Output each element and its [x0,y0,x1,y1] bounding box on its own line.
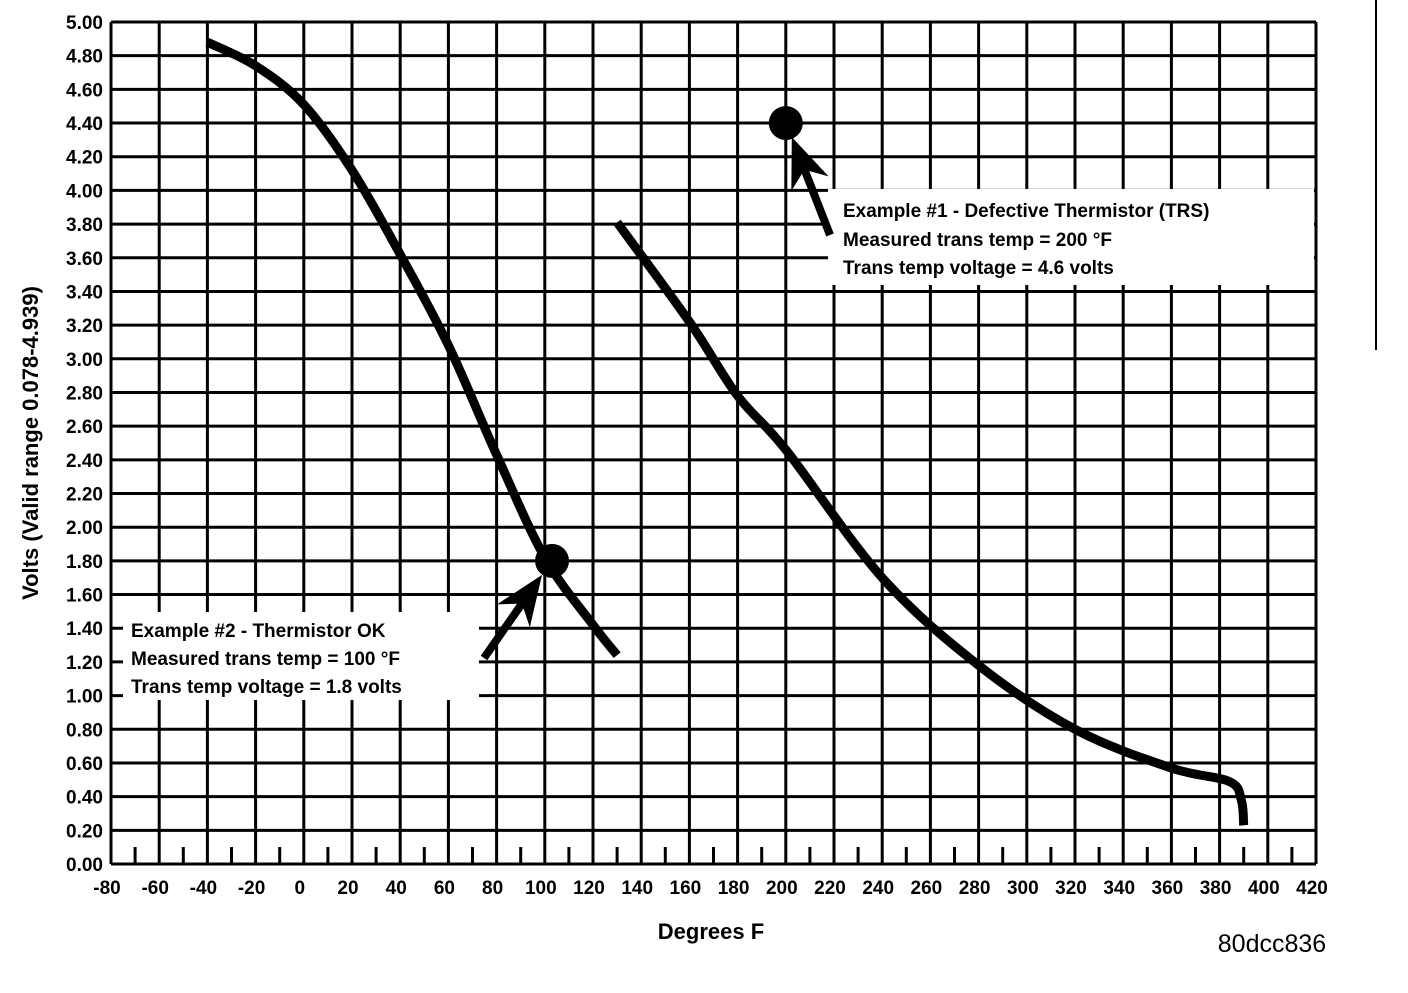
x-tick-label: 400 [1248,878,1280,899]
x-tick-label: 20 [337,878,358,899]
x-tick-label: 120 [573,878,605,899]
y-tick-label: 1.60 [66,586,103,607]
y-tick-label: 2.20 [66,485,103,506]
y-tick-label: 4.60 [66,80,103,101]
y-tick-label: 0.80 [66,720,103,741]
annotation-2-box [123,612,479,700]
x-tick-label: 240 [862,878,894,899]
x-tick-label: 200 [766,878,798,899]
y-tick-label: 5.00 [66,13,103,34]
markers [480,106,834,661]
y-tick-label: 0.60 [66,754,103,775]
x-tick-label: 80 [482,878,503,899]
y-tick-label: 4.40 [66,114,103,135]
y-tick-label: 1.00 [66,687,103,708]
x-tick-label: 0 [295,878,306,899]
x-tick-label: 40 [386,878,407,899]
y-tick-label: 4.00 [66,181,103,202]
x-tick-label: -40 [190,878,217,899]
y-tick-label: 4.80 [66,47,103,68]
x-tick-label: 320 [1055,878,1087,899]
x-tick-label: 340 [1103,878,1135,899]
x-tick-label: 420 [1296,878,1328,899]
grid [109,20,1318,866]
y-tick-label: 0.00 [66,855,103,876]
y-tick-label: 3.00 [66,350,103,371]
y-tick-label: 0.40 [66,788,103,809]
curve-1 [205,38,621,659]
x-tick-label: 300 [1007,878,1039,899]
y-tick-label: 4.20 [66,148,103,169]
annotation-2-line-1: Example #2 - Thermistor OK [131,621,386,642]
x-tick-label: 360 [1152,878,1184,899]
annotation-2-arrow [480,574,543,661]
annotation-1-line-2: Measured trans temp = 200 °F [843,230,1112,251]
y-tick-label: 1.80 [66,552,103,573]
curves [205,38,1249,826]
y-tick-labels: 0.00 0.20 0.40 0.60 0.80 1.00 1.20 1.40 1.60 1.80… [66,13,103,876]
x-tick-label: 280 [959,878,991,899]
annotation-2-line-3: Trans temp voltage = 1.8 volts [131,677,402,698]
y-axis-title: Volts (Valid range 0.078-4.939) [18,286,43,600]
y-tick-label: 3.20 [66,316,103,337]
x-tick-label: -80 [93,878,120,899]
y-tick-label: 2.80 [66,383,103,404]
x-tick-label: 160 [670,878,702,899]
figure-id: 80dcc836 [1218,930,1326,958]
annotation-1-arrow [791,137,834,237]
x-tick-label: -60 [141,878,168,899]
annotation-1-line-1: Example #1 - Defective Thermistor (TRS) [843,201,1209,222]
x-tick-label: 100 [525,878,557,899]
data-point-2 [535,543,570,578]
x-axis-title: Degrees F [658,919,764,944]
annotation-1-box [828,189,1314,285]
x-tick-label: 220 [814,878,846,899]
y-tick-label: 3.40 [66,282,103,303]
x-tick-label: 60 [434,878,455,899]
x-tick-label: 180 [718,878,750,899]
y-tick-label: 1.20 [66,653,103,674]
y-tick-label: 2.60 [66,417,103,438]
x-tick-label: -20 [238,878,265,899]
curve-2 [613,219,1249,826]
annotation-2-line-2: Measured trans temp = 100 °F [131,649,400,670]
annotation-1-line-3: Trans temp voltage = 4.6 volts [843,258,1114,279]
x-tick-label: 260 [911,878,943,899]
y-tick-label: 2.00 [66,518,103,539]
y-tick-label: 2.40 [66,451,103,472]
x-tick-labels: -80 -60 -40 -20 0 20 40 60 80 100 120 140 160 180 200 2… [93,878,1328,899]
x-tick-label: 140 [621,878,653,899]
y-tick-label: 1.40 [66,619,103,640]
x-tick-label: 380 [1200,878,1232,899]
data-point-1 [768,106,803,141]
y-tick-label: 3.80 [66,215,103,236]
y-tick-label: 0.20 [66,821,103,842]
y-tick-label: 3.60 [66,249,103,270]
